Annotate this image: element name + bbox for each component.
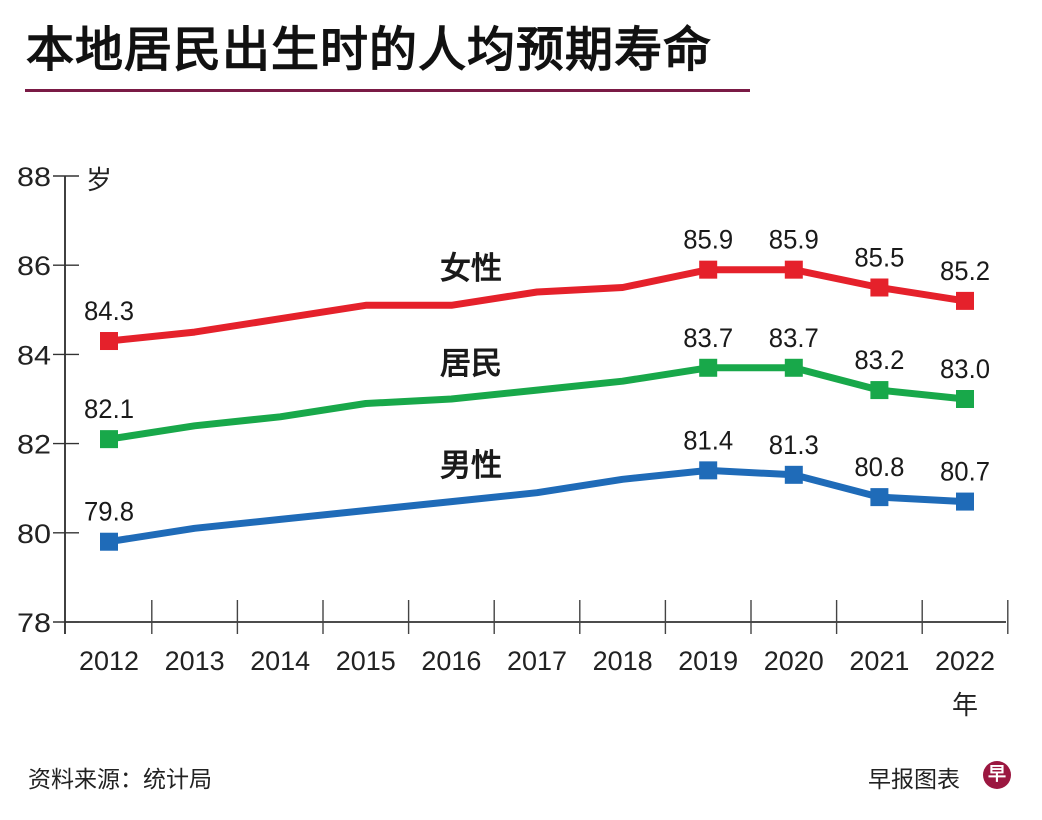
data-label: 81.3 (769, 430, 819, 460)
x-tick-label: 2014 (250, 646, 310, 676)
x-tick-label: 2013 (165, 646, 225, 676)
data-point-marker (784, 358, 803, 377)
y-tick-label: 88 (17, 162, 51, 192)
x-tick-label: 2020 (764, 646, 824, 676)
series-layer (100, 260, 974, 551)
x-tick-label: 2017 (507, 646, 567, 676)
data-label: 81.4 (683, 425, 733, 455)
data-point-marker (699, 260, 718, 279)
x-tick-label: 2022 (935, 646, 995, 676)
data-label: 84.3 (84, 296, 134, 326)
data-point-marker (699, 461, 718, 480)
data-point-marker (956, 390, 974, 408)
series-name-label: 女性 (440, 251, 502, 287)
data-point-marker (100, 532, 118, 551)
data-label: 83.7 (683, 323, 733, 353)
series-1 (100, 358, 974, 449)
data-label: 82.1 (84, 394, 134, 424)
data-label: 83.0 (940, 354, 990, 384)
data-label: 79.8 (84, 497, 134, 527)
series-0 (100, 260, 974, 351)
data-point-marker (699, 358, 718, 377)
data-point-marker (956, 291, 974, 310)
y-tick-label: 86 (17, 251, 51, 281)
data-label: 85.2 (940, 256, 990, 286)
data-label: 80.8 (854, 452, 904, 482)
series-2 (100, 461, 974, 551)
data-point-marker (100, 430, 118, 449)
data-point-marker (784, 465, 803, 484)
y-tick-label: 78 (17, 608, 51, 638)
labels-layer: 84.3 85.9 85.9 85.5 85.2 82.1 83.7 83.7 83.2 83.0… (84, 225, 990, 527)
zaobao-logo-icon: 早 (983, 761, 1011, 789)
series-line (105, 266, 969, 345)
y-tick-label: 82 (17, 430, 51, 460)
y-axis-unit: 岁 (86, 165, 112, 195)
source-note: 资料来源：统计局 (28, 767, 212, 793)
data-point-marker (870, 488, 889, 507)
data-point-marker (956, 492, 974, 511)
data-label: 80.7 (940, 457, 990, 487)
series-line (105, 466, 969, 546)
data-label: 83.7 (769, 323, 819, 353)
x-tick-label: 2016 (421, 646, 481, 676)
x-tick-label: 2019 (678, 646, 738, 676)
x-tick-label: 2021 (849, 646, 909, 676)
x-tick-label: 2012 (79, 646, 139, 676)
series-name-label: 男性 (440, 448, 502, 484)
chart-title: 本地居民出生时的人均预期寿命 (26, 22, 713, 78)
y-tick-label: 80 (17, 519, 51, 549)
credit-label: 早报图表 (868, 767, 960, 793)
axes: 78 80 82 84 86 88 岁 2012 2013 2014 2015 2016 2017 201… (17, 162, 1009, 720)
data-label: 85.9 (769, 225, 819, 255)
y-tick-label: 84 (17, 340, 51, 370)
data-point-marker (870, 278, 889, 297)
x-axis-unit: 年 (952, 690, 978, 720)
data-label: 85.5 (854, 243, 904, 273)
data-label: 83.2 (854, 345, 904, 375)
series-name-label: 居民 (440, 346, 502, 382)
x-tick-label: 2015 (336, 646, 396, 676)
x-tick-label: 2018 (593, 646, 653, 676)
title-underline (25, 89, 750, 92)
data-point-marker (784, 260, 803, 279)
data-point-marker (100, 332, 118, 351)
data-point-marker (870, 381, 889, 400)
data-label: 85.9 (683, 225, 733, 255)
series-line (105, 364, 969, 443)
